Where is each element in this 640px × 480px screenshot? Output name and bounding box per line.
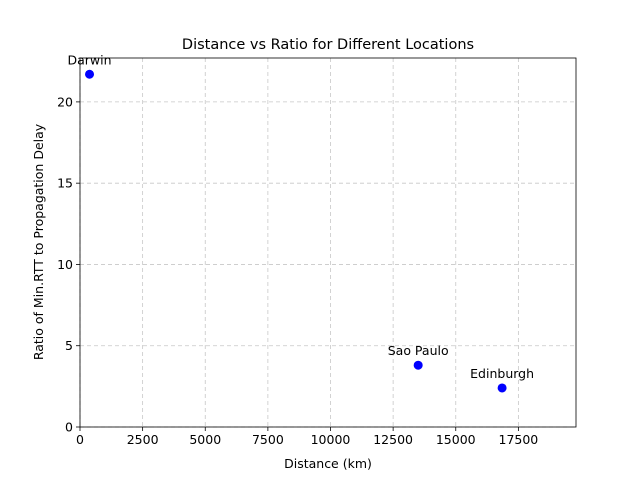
- y-tick-label: 0: [65, 420, 73, 435]
- x-axis-label: Distance (km): [284, 456, 372, 471]
- data-points: Darwin Sao Paulo Edinburgh: [67, 52, 534, 393]
- data-point: [413, 360, 423, 370]
- chart-title: Distance vs Ratio for Different Location…: [182, 37, 474, 53]
- x-tick-label: 7500: [252, 432, 284, 447]
- y-tick-label: 5: [65, 338, 73, 353]
- plot-area-frame: [79, 57, 577, 428]
- data-point-label: Sao Paulo: [388, 343, 449, 358]
- y-tick-label: 20: [57, 94, 73, 109]
- y-axis-label: Ratio of Min.RTT to Propagation Delay: [31, 123, 46, 360]
- x-tick-label: 15000: [436, 432, 476, 447]
- axis-ticks: 0 2500 5000 7500 10000 12500 15000 17500 0 5 10 15 2…: [57, 94, 538, 447]
- data-point: [497, 383, 507, 393]
- x-tick-label: 12500: [373, 432, 413, 447]
- x-tick-label: 2500: [127, 432, 159, 447]
- x-tick-label: 5000: [189, 432, 221, 447]
- data-point: [85, 69, 95, 79]
- data-point-label: Darwin: [67, 52, 111, 67]
- data-point-label: Edinburgh: [470, 366, 534, 381]
- x-tick-label: 10000: [311, 432, 351, 447]
- y-tick-label: 10: [57, 257, 73, 272]
- x-tick-label: 0: [76, 432, 84, 447]
- y-tick-label: 15: [57, 176, 73, 191]
- x-tick-label: 17500: [499, 432, 539, 447]
